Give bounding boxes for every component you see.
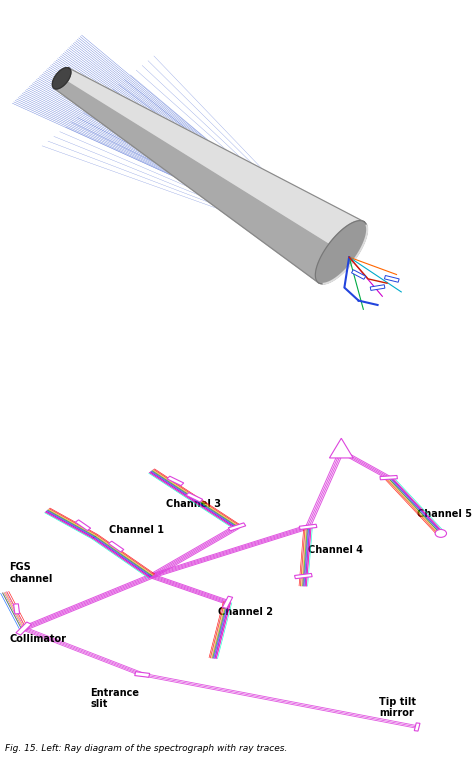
Polygon shape — [352, 270, 366, 279]
Polygon shape — [167, 476, 184, 486]
Text: Channel 3: Channel 3 — [166, 499, 221, 509]
Polygon shape — [54, 79, 341, 283]
Text: Fig. 15. Left: Ray diagram of the spectrograph with ray traces.: Fig. 15. Left: Ray diagram of the spectr… — [5, 743, 287, 752]
Polygon shape — [329, 438, 353, 458]
Polygon shape — [414, 723, 420, 731]
Circle shape — [435, 530, 447, 537]
Text: Entrance
slit: Entrance slit — [90, 687, 139, 710]
Polygon shape — [62, 68, 364, 253]
Polygon shape — [16, 622, 31, 635]
Polygon shape — [299, 524, 317, 530]
Polygon shape — [380, 475, 397, 480]
Polygon shape — [52, 68, 71, 89]
Polygon shape — [135, 671, 150, 678]
Polygon shape — [228, 523, 246, 531]
Text: Channel 2: Channel 2 — [218, 607, 273, 617]
Polygon shape — [14, 604, 19, 614]
Polygon shape — [109, 541, 124, 552]
Polygon shape — [384, 275, 399, 282]
Polygon shape — [370, 285, 385, 291]
Text: Collimator: Collimator — [9, 634, 66, 644]
Polygon shape — [222, 596, 233, 608]
Text: Channel 5: Channel 5 — [417, 509, 472, 519]
Text: Channel 1: Channel 1 — [109, 526, 164, 536]
Text: Channel 4: Channel 4 — [308, 545, 363, 555]
Polygon shape — [186, 493, 203, 502]
Text: FGS
channel: FGS channel — [9, 562, 53, 584]
Text: Tip tilt
mirror: Tip tilt mirror — [379, 697, 416, 718]
Polygon shape — [75, 520, 91, 530]
Polygon shape — [315, 221, 367, 284]
Polygon shape — [294, 574, 312, 578]
